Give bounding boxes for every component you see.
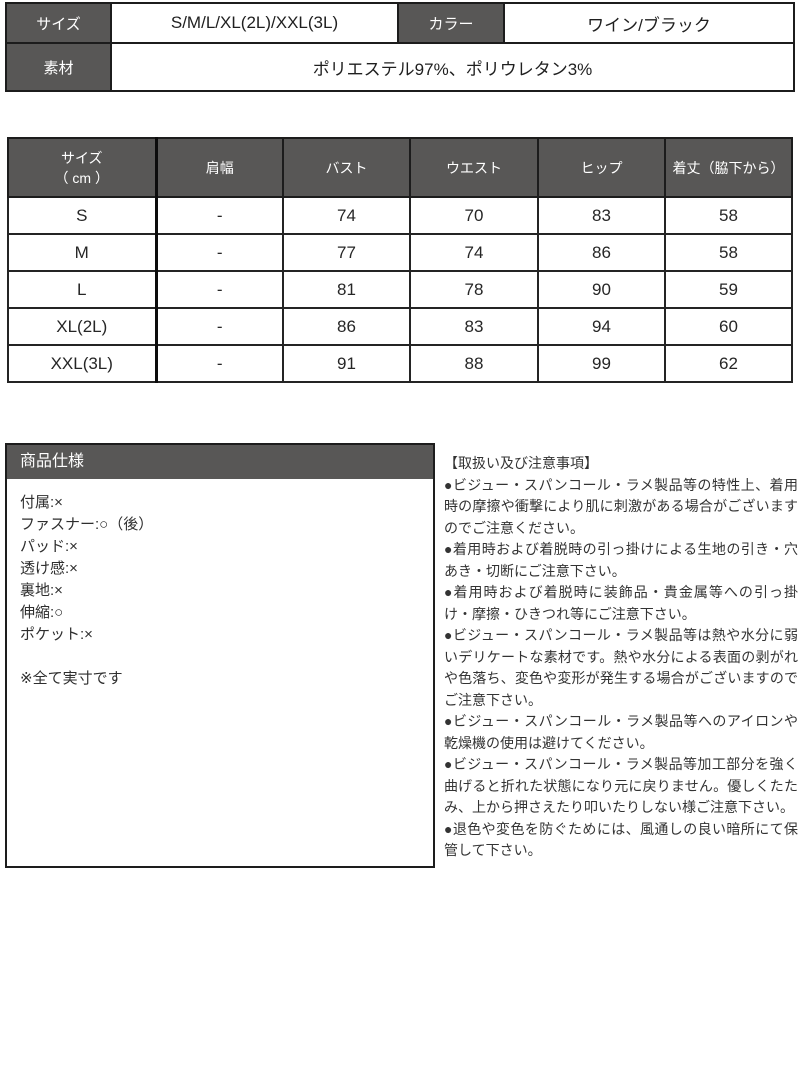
- size-chart-header-shoulder: 肩幅: [155, 137, 284, 198]
- spec-item-pad: パッド:×: [20, 538, 78, 555]
- cell-hip: 86: [537, 233, 666, 272]
- size-chart-header-waist: ウエスト: [409, 137, 539, 198]
- size-chart-header-bust: バスト: [282, 137, 411, 198]
- material-value: ポリエステル97%、ポリウレタン3%: [110, 42, 795, 92]
- spec-item-fastener: ファスナー:○（後）: [20, 516, 154, 533]
- size-chart-header-length: 着丈（脇下から）: [664, 137, 793, 198]
- cell-bust: 74: [282, 196, 411, 235]
- precaution-item: ●ビジュー・スパンコール・ラメ製品等の特性上、着用時の摩擦や衝撃により肌に刺激が…: [444, 476, 798, 536]
- cell-waist: 83: [409, 307, 539, 346]
- size-chart-row-xl: XL(2L) - 86 83 94 60: [7, 307, 793, 346]
- product-summary-table: サイズ S/M/L/XL(2L)/XXL(3L) カラー ワイン/ブラック 素材…: [5, 2, 795, 92]
- cell-size: XXL(3L): [7, 344, 158, 383]
- cell-length: 62: [664, 344, 793, 383]
- cell-waist: 78: [409, 270, 539, 309]
- size-chart-table: サイズ （ cm ） 肩幅 バスト ウエスト ヒップ 着丈（脇下から） S - …: [7, 137, 793, 383]
- size-chart-row-xxl: XXL(3L) - 91 88 99 62: [7, 344, 793, 383]
- cell-hip: 94: [537, 307, 666, 346]
- size-chart-header-size-line1: サイズ: [60, 149, 103, 166]
- precautions-title: 【取扱い及び注意事項】: [444, 455, 598, 471]
- precaution-item: ●ビジュー・スパンコール・ラメ製品等は熱や水分に弱いデリケートな素材です。熱や水…: [444, 627, 798, 708]
- cell-hip: 90: [537, 270, 666, 309]
- color-value: ワイン/ブラック: [503, 2, 795, 44]
- size-value: S/M/L/XL(2L)/XXL(3L): [110, 2, 399, 44]
- spec-note: ※全て実寸です: [20, 670, 123, 687]
- cell-bust: 91: [282, 344, 411, 383]
- size-chart-row-m: M - 77 74 86 58: [7, 233, 793, 272]
- precaution-item: ●着用時および着脱時の引っ掛けによる生地の引き・穴あき・切断にご注意下さい。: [444, 541, 798, 579]
- precaution-item: ●退色や変色を防ぐためには、風通しの良い暗所にて保管して下さい。: [444, 820, 798, 859]
- cell-shoulder: -: [155, 344, 284, 383]
- cell-waist: 88: [409, 344, 539, 383]
- size-chart-row-l: L - 81 78 90 59: [7, 270, 793, 309]
- cell-length: 58: [664, 196, 793, 235]
- cell-shoulder: -: [155, 307, 284, 346]
- size-chart-header-row: サイズ （ cm ） 肩幅 バスト ウエスト ヒップ 着丈（脇下から）: [7, 137, 793, 198]
- cell-size: S: [7, 196, 158, 235]
- size-label: サイズ: [5, 2, 112, 44]
- cell-shoulder: -: [155, 196, 284, 235]
- size-chart-header-size: サイズ （ cm ）: [7, 137, 158, 198]
- cell-bust: 77: [282, 233, 411, 272]
- cell-hip: 99: [537, 344, 666, 383]
- product-spec-box: 商品仕様 付属:× ファスナー:○（後） パッド:× 透け感:× 裏地:× 伸縮…: [5, 443, 435, 868]
- cell-size: M: [7, 233, 158, 272]
- cell-hip: 83: [537, 196, 666, 235]
- product-spec-list: 付属:× ファスナー:○（後） パッド:× 透け感:× 裏地:× 伸縮:○ ポケ…: [7, 479, 433, 690]
- size-chart-header-hip: ヒップ: [537, 137, 666, 198]
- precaution-item: ●ビジュー・スパンコール・ラメ製品等へのアイロンや乾燥機の使用は避けてください。: [444, 713, 798, 751]
- cell-shoulder: -: [155, 270, 284, 309]
- cell-bust: 81: [282, 270, 411, 309]
- spec-item-pocket: ポケット:×: [20, 626, 93, 643]
- product-spec-title: 商品仕様: [7, 445, 433, 479]
- precaution-item: ●着用時および着脱時に装飾品・貴金属等への引っ掛け・摩擦・ひきつれ等にご注意下さ…: [444, 584, 798, 622]
- summary-row-material: 素材 ポリエステル97%、ポリウレタン3%: [5, 42, 795, 92]
- material-label: 素材: [5, 42, 112, 92]
- cell-waist: 74: [409, 233, 539, 272]
- cell-waist: 70: [409, 196, 539, 235]
- cell-bust: 86: [282, 307, 411, 346]
- spec-item-accessory: 付属:×: [20, 494, 63, 511]
- cell-length: 60: [664, 307, 793, 346]
- precautions: 【取扱い及び注意事項】 ●ビジュー・スパンコール・ラメ製品等の特性上、着用時の摩…: [444, 453, 798, 862]
- spec-item-stretch: 伸縮:○: [20, 604, 64, 621]
- cell-size: XL(2L): [7, 307, 158, 346]
- cell-shoulder: -: [155, 233, 284, 272]
- cell-length: 58: [664, 233, 793, 272]
- size-chart-header-size-line2: （ cm ）: [54, 169, 109, 186]
- color-label: カラー: [397, 2, 505, 44]
- size-chart-row-s: S - 74 70 83 58: [7, 196, 793, 235]
- precaution-item: ●ビジュー・スパンコール・ラメ製品等加工部分を強く曲げると折れた状態になり元に戻…: [444, 756, 798, 815]
- summary-row-size-color: サイズ S/M/L/XL(2L)/XXL(3L) カラー ワイン/ブラック: [5, 2, 795, 44]
- cell-length: 59: [664, 270, 793, 309]
- spec-item-lining: 裏地:×: [20, 582, 63, 599]
- cell-size: L: [7, 270, 158, 309]
- spec-item-sheerness: 透け感:×: [20, 560, 78, 577]
